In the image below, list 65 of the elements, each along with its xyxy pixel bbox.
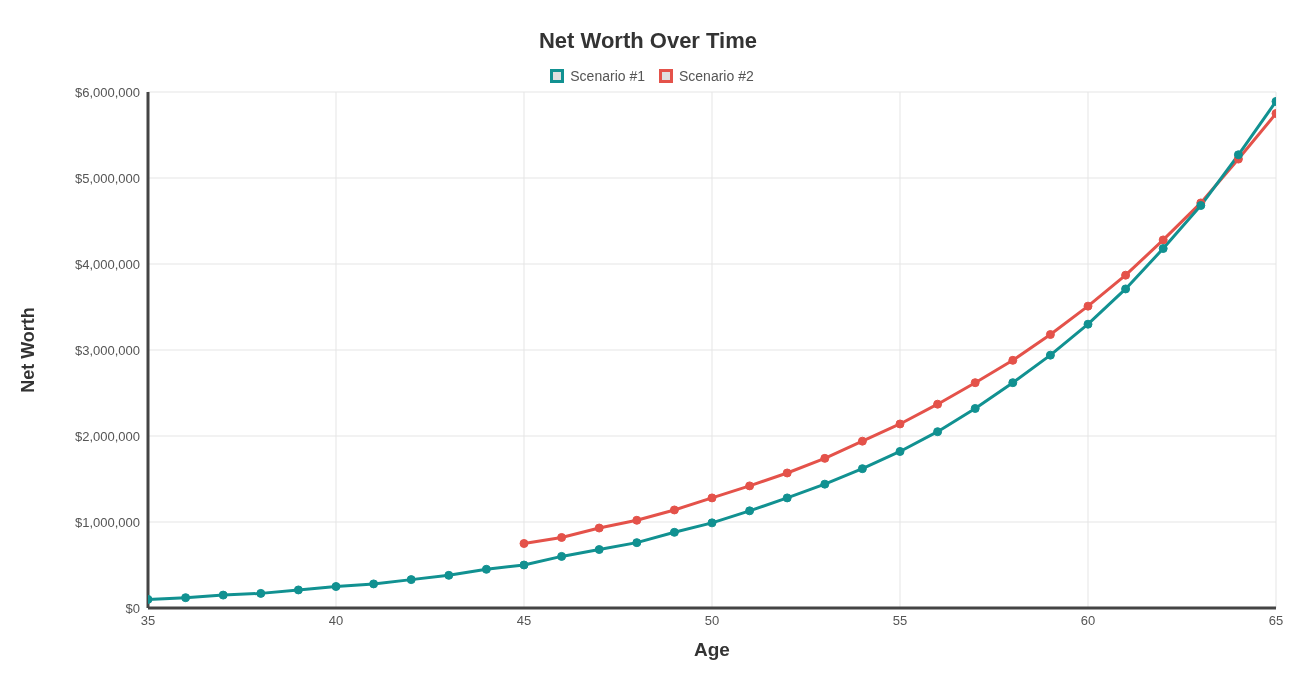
point [1008,355,1018,365]
point [782,493,792,503]
point [745,481,755,491]
point [181,593,191,603]
x-axis-title: Age [694,639,730,660]
x-tick-label: 55 [892,613,908,629]
point [519,560,529,570]
point [1045,350,1055,360]
x-tick-label: 35 [140,613,156,629]
y-tick-label: $6,000,000 [74,84,140,100]
point [1083,319,1093,329]
point [519,539,529,548]
point [745,506,755,516]
point [594,523,604,533]
x-tick-label: 65 [1268,613,1284,629]
point [669,505,679,515]
point [933,399,943,409]
point [857,464,867,474]
point [1233,150,1243,160]
x-tick-label: 45 [516,613,532,629]
point [1083,301,1093,311]
point [1158,235,1168,245]
point [1045,330,1055,340]
point [557,551,567,561]
point [970,378,980,388]
point [632,538,642,548]
point [331,582,341,591]
point [669,527,679,537]
y-axis-title: Net Worth [18,307,39,393]
x-tick-label: 40 [328,613,344,629]
y-tick-label: $2,000,000 [74,428,140,444]
point [782,468,792,478]
point [1121,284,1131,294]
point [444,570,454,580]
y-tick-label: $4,000,000 [74,256,140,272]
point [557,532,567,542]
legend-label: Scenario #2 [679,68,754,84]
point [481,564,491,574]
chart-title: Net Worth Over Time [538,27,758,55]
point [594,545,604,555]
point [1121,270,1131,280]
point [820,479,830,489]
y-tick-label: $1,000,000 [74,514,140,530]
x-tick-label: 50 [704,613,720,629]
point [707,518,717,528]
point [293,585,303,595]
y-tick-label: $5,000,000 [74,170,140,186]
legend-label: Scenario #1 [570,68,645,84]
point [895,419,905,429]
point [1008,378,1018,388]
point [707,493,717,503]
y-tick-label: $3,000,000 [74,342,140,358]
point [895,446,905,456]
point [820,453,830,463]
point [406,575,416,585]
point [218,590,228,600]
y-tick-label: $0 [125,600,140,616]
x-tick-label: 60 [1080,613,1096,629]
point [857,436,867,446]
point [970,403,980,413]
point [256,588,266,598]
point [933,427,943,437]
point [369,579,379,589]
point [632,515,642,525]
point [1158,244,1168,254]
